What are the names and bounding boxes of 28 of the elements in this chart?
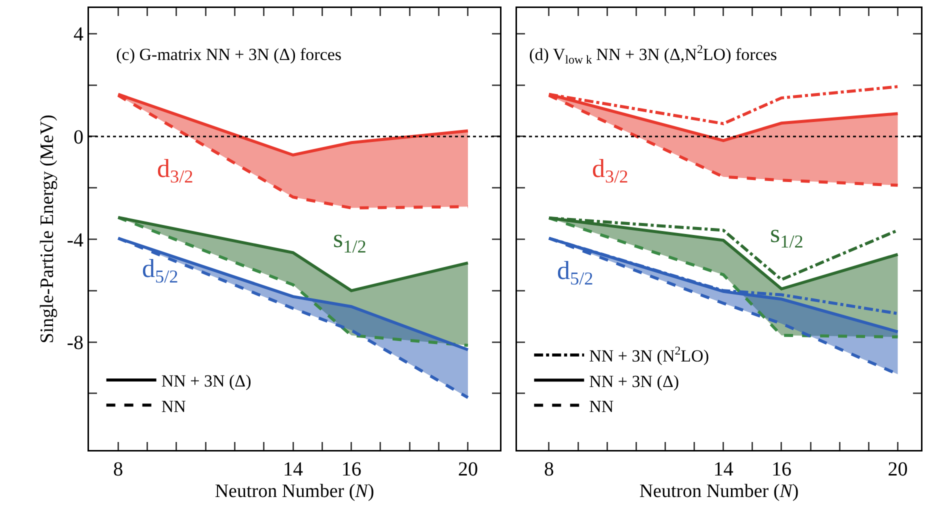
text: (c) G-matrix NN + 3N (Δ) forces	[116, 45, 342, 64]
y-axis-title: Single-Particle Energy (MeV)	[36, 114, 58, 344]
annotation: d$_{5/2}$	[557, 256, 594, 288]
legend-label: NN + 3N (Δ)	[161, 372, 252, 391]
annotation: s$_{1/2}$	[333, 224, 366, 256]
x-tick-label: 14	[283, 458, 304, 480]
x-tick-label: 16	[341, 458, 362, 480]
x-axis-title: Neutron Number (N)	[214, 481, 374, 502]
x-tick-label: 8	[544, 458, 554, 480]
legend-label: NN	[589, 396, 614, 416]
y-tick-label: 4	[74, 24, 84, 46]
x-tick-label: 20	[888, 458, 908, 480]
y-tick-label: -8	[66, 332, 84, 354]
legend-label: NN	[161, 396, 186, 416]
text: (d) V$_{low k}$ NN + 3N (Δ,N$^{2}$LO) forces	[529, 42, 778, 67]
x-tick-label: 20	[458, 458, 478, 480]
legend-label: NN + 3N (Δ)	[589, 372, 680, 391]
y-tick-label: -4	[66, 229, 84, 252]
x-tick-label: 8	[113, 458, 124, 480]
annotation: s$_{1/2}$	[770, 219, 804, 252]
x-tick-label: 14	[713, 458, 734, 480]
annotation: d$_{3/2}$	[157, 154, 194, 186]
annotation: d$_{5/2}$	[142, 254, 178, 286]
legend-label: NN + 3N (N$^{2}$LO)	[589, 344, 710, 366]
y-tick-label: 0	[74, 126, 84, 148]
x-axis-title: Neutron Number (N)	[639, 481, 799, 502]
x-tick-label: 16	[771, 458, 792, 480]
annotation: d$_{3/2}$	[592, 154, 628, 186]
